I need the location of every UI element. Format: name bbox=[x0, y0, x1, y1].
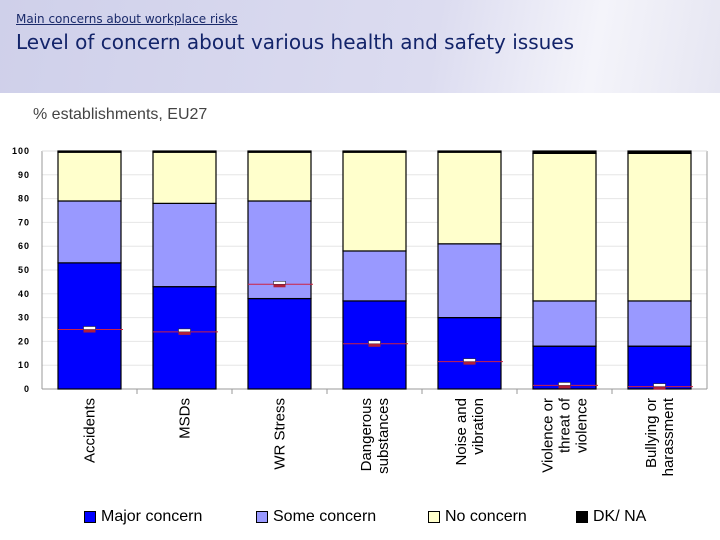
marker-flag-top bbox=[558, 382, 571, 386]
bar-major-concern bbox=[627, 345, 692, 390]
y-tick-label: 30 bbox=[18, 313, 30, 323]
legend-swatch bbox=[428, 511, 440, 523]
marker-flag-bottom bbox=[558, 385, 571, 389]
legend-label: Some concern bbox=[273, 508, 377, 525]
category-label-line: Noise and bbox=[453, 398, 470, 466]
category-label-line: Accidents bbox=[82, 398, 99, 463]
y-tick-label: 60 bbox=[18, 241, 30, 251]
category-label: Noise andvibration bbox=[453, 398, 487, 466]
category-label: Accidents bbox=[82, 398, 99, 463]
bar-some-concern bbox=[152, 202, 217, 288]
bar-major-concern bbox=[437, 317, 502, 390]
bar-dk-na bbox=[152, 150, 217, 153]
category-label-line: violence bbox=[574, 398, 591, 453]
marker-flag-bottom bbox=[653, 386, 666, 390]
y-tick-label: 80 bbox=[18, 194, 30, 204]
y-tick-label: 20 bbox=[18, 336, 30, 346]
bar-dk-na bbox=[57, 150, 122, 153]
bar-no-concern bbox=[627, 152, 692, 302]
marker-flag-top bbox=[653, 383, 666, 387]
legend-label: No concern bbox=[445, 508, 527, 525]
y-tick-label: 0 bbox=[24, 384, 30, 394]
bar-no-concern bbox=[57, 151, 122, 202]
marker-flag-top bbox=[178, 328, 191, 333]
bar-major-concern bbox=[57, 262, 122, 390]
bar-some-concern bbox=[627, 300, 692, 347]
stacked-bar-chart: 0 10 20 30 40 50 60 70 80 90 100 Accidents MSDs WR St… bbox=[12, 146, 708, 476]
legend-label: Major concern bbox=[101, 508, 203, 525]
page-title: Level of concern about various health an… bbox=[16, 30, 575, 54]
bar-no-concern bbox=[532, 152, 597, 302]
bar-dk-na bbox=[342, 150, 407, 153]
category-label-line: harassment bbox=[660, 397, 677, 476]
marker-flag-bottom bbox=[83, 329, 96, 333]
y-tick-label: 50 bbox=[18, 265, 30, 275]
marker-flag-bottom bbox=[273, 284, 286, 288]
category-label-line: substances bbox=[375, 398, 392, 474]
bar-dk-na bbox=[532, 150, 597, 154]
category-label-line: Bullying or bbox=[643, 398, 660, 468]
bar-dk-na bbox=[247, 150, 312, 153]
marker-flag-bottom bbox=[178, 331, 191, 335]
category-label: Bullying orharassment bbox=[643, 397, 677, 476]
marker-flag-bottom bbox=[463, 361, 476, 365]
category-label: Dangeroussubstances bbox=[358, 398, 392, 474]
header-banner: Main concerns about workplace risks Leve… bbox=[0, 0, 720, 93]
bar-some-concern bbox=[437, 243, 502, 319]
bar-no-concern bbox=[247, 151, 312, 202]
marker-flag-top bbox=[83, 326, 96, 330]
marker-flag-top bbox=[273, 280, 286, 285]
bar-no-concern bbox=[152, 151, 217, 204]
bar-no-concern bbox=[437, 151, 502, 245]
y-tick-label: 70 bbox=[18, 217, 30, 227]
section-link[interactable]: Main concerns about workplace risks bbox=[16, 12, 238, 26]
marker-flag-top bbox=[463, 358, 476, 362]
y-tick-label: 10 bbox=[18, 360, 30, 370]
y-tick-label: 40 bbox=[18, 289, 30, 299]
legend-item: Some concern bbox=[256, 508, 376, 526]
bar-dk-na bbox=[437, 150, 502, 153]
legend-swatch bbox=[576, 511, 588, 523]
legend-item: DK/ NA bbox=[576, 508, 646, 526]
category-label: MSDs bbox=[177, 398, 194, 439]
bar-major-concern bbox=[152, 286, 217, 390]
category-label-line: Dangerous bbox=[358, 398, 375, 471]
chart-legend: Major concern Some concern No concern DK/ N… bbox=[0, 508, 720, 530]
legend-item: Major concern bbox=[84, 508, 202, 526]
legend-item: No concern bbox=[428, 508, 527, 526]
category-label-line: Violence or bbox=[540, 398, 557, 473]
marker-flag-bottom bbox=[368, 343, 381, 347]
category-label-line: WR Stress bbox=[272, 398, 289, 470]
bar-dk-na bbox=[627, 150, 692, 154]
chart-subtitle: % establishments, EU27 bbox=[33, 106, 208, 123]
bar-major-concern bbox=[247, 297, 312, 390]
legend-swatch bbox=[84, 511, 96, 523]
marker-flag-top bbox=[368, 340, 381, 345]
category-label: Violence orthreat ofviolence bbox=[540, 397, 591, 473]
legend-swatch bbox=[256, 511, 268, 523]
category-label-line: MSDs bbox=[177, 398, 194, 439]
category-label-line: threat of bbox=[557, 397, 574, 453]
bar-some-concern bbox=[342, 250, 407, 302]
legend-label: DK/ NA bbox=[593, 508, 647, 525]
category-label: WR Stress bbox=[272, 398, 289, 470]
y-tick-label: 90 bbox=[18, 170, 30, 180]
bar-some-concern bbox=[57, 200, 122, 264]
y-tick-label: 100 bbox=[12, 146, 30, 156]
category-label-line: vibration bbox=[470, 398, 487, 455]
bar-some-concern bbox=[532, 300, 597, 347]
bar-no-concern bbox=[342, 151, 407, 252]
